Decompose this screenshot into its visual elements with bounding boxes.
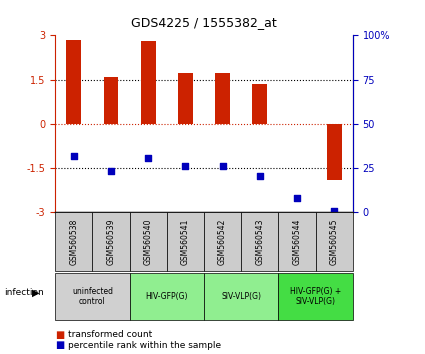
Text: uninfected
control: uninfected control — [72, 287, 113, 306]
Bar — [215, 73, 230, 124]
Text: ▶: ▶ — [32, 288, 40, 298]
Bar — [104, 77, 119, 124]
Text: ■: ■ — [55, 340, 65, 350]
Text: GSM560540: GSM560540 — [144, 218, 153, 265]
Point — [145, 155, 152, 161]
Point — [331, 208, 337, 214]
Bar — [178, 73, 193, 124]
Point — [219, 163, 226, 169]
Text: ■: ■ — [55, 330, 65, 339]
Text: transformed count: transformed count — [68, 330, 152, 339]
Point — [294, 195, 300, 200]
Point — [71, 154, 77, 159]
Text: percentile rank within the sample: percentile rank within the sample — [68, 341, 221, 350]
Text: infection: infection — [4, 289, 44, 297]
Text: GSM560544: GSM560544 — [292, 218, 301, 265]
Text: GSM560538: GSM560538 — [69, 218, 78, 265]
Point — [256, 173, 263, 178]
Text: GSM560542: GSM560542 — [218, 218, 227, 265]
Text: HIV-GFP(G) +
SIV-VLP(G): HIV-GFP(G) + SIV-VLP(G) — [290, 287, 341, 306]
Bar — [66, 40, 81, 124]
Bar — [141, 41, 156, 124]
Text: GSM560543: GSM560543 — [255, 218, 264, 265]
Point — [182, 163, 189, 169]
Text: HIV-GFP(G): HIV-GFP(G) — [145, 292, 188, 301]
Text: GDS4225 / 1555382_at: GDS4225 / 1555382_at — [131, 16, 277, 29]
Bar — [252, 84, 267, 124]
Text: GSM560545: GSM560545 — [330, 218, 339, 265]
Bar — [327, 124, 342, 180]
Point — [108, 168, 114, 174]
Text: GSM560539: GSM560539 — [107, 218, 116, 265]
Text: GSM560541: GSM560541 — [181, 218, 190, 265]
Text: SIV-VLP(G): SIV-VLP(G) — [221, 292, 261, 301]
